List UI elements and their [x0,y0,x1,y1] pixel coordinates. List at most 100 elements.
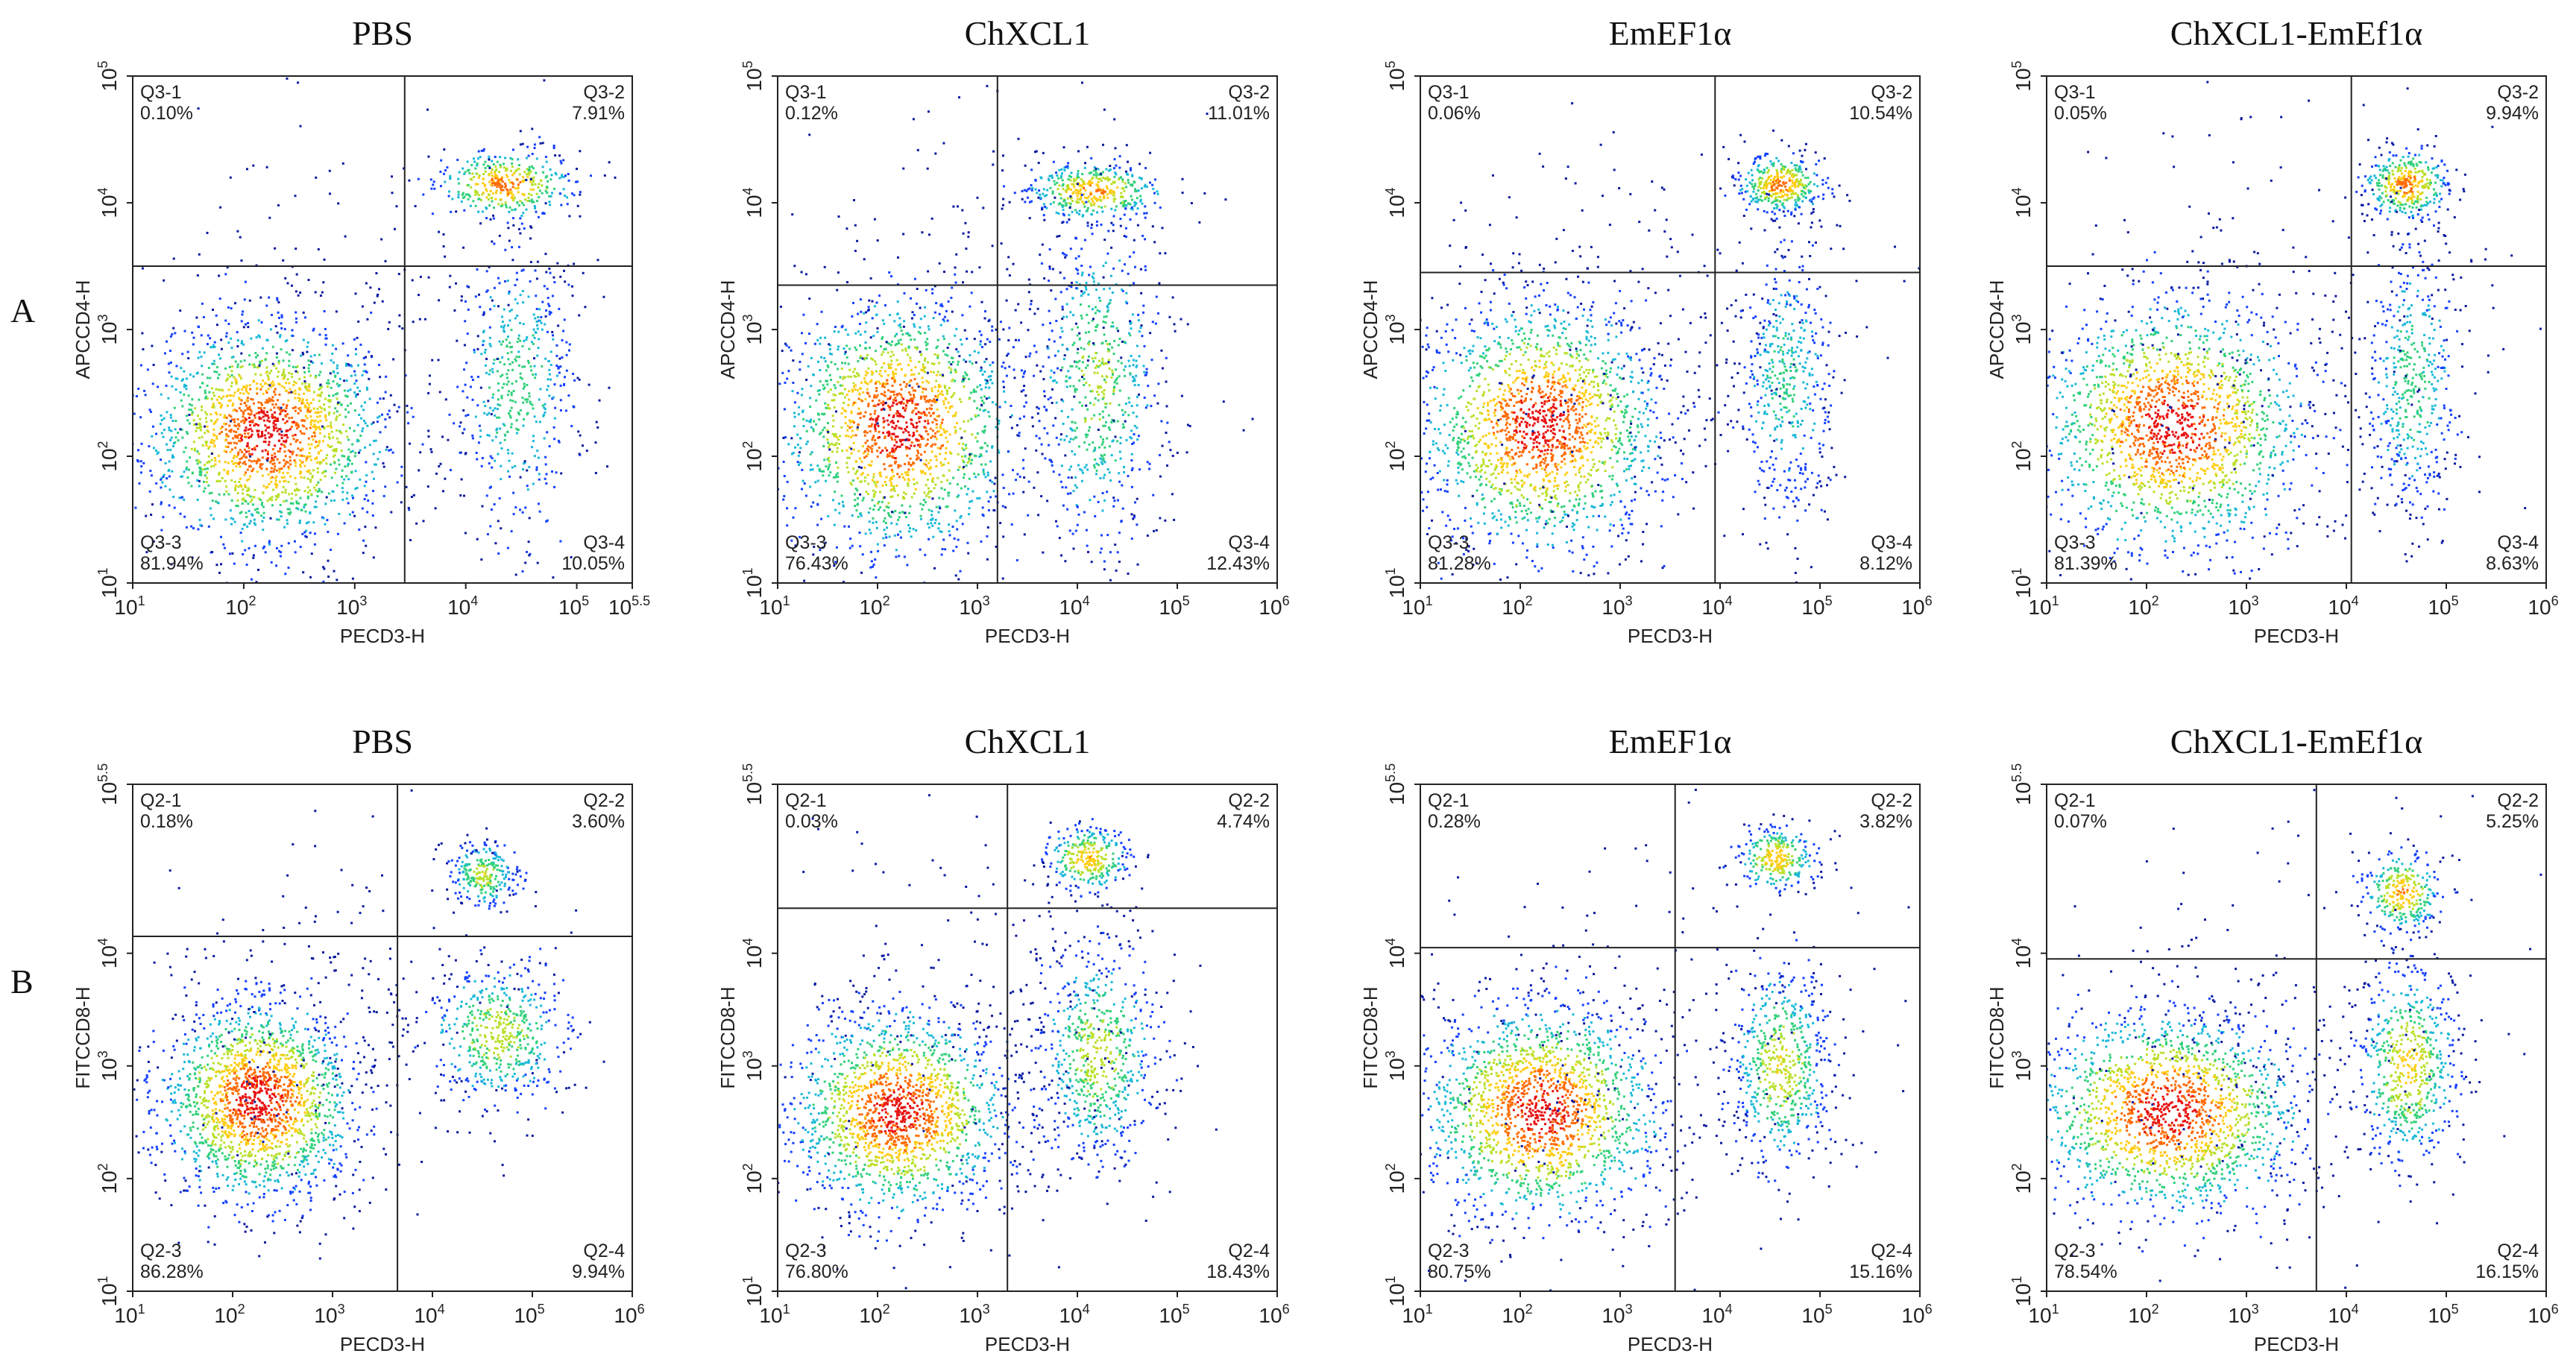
scatter-point [1104,190,1106,193]
scatter-point [499,156,502,159]
scatter-point [1066,197,1069,200]
scatter-point [318,406,321,409]
scatter-point [233,520,236,523]
scatter-point [792,382,795,384]
scatter-point [179,428,182,431]
scatter-point [249,423,252,426]
scatter-point [324,334,327,337]
scatter-point [535,210,538,213]
scatter-point [947,494,950,497]
scatter-point [522,323,525,326]
scatter-point [276,375,279,378]
scatter-point [473,176,475,178]
scatter-point [257,319,260,322]
scatter-point [925,444,928,447]
scatter-point [839,384,842,387]
scatter-point [234,447,237,450]
scatter-point [353,455,356,458]
scatter-point [296,371,299,374]
scatter-point [335,418,338,421]
scatter-point [239,449,242,452]
scatter-point [894,397,897,400]
scatter-point [948,534,951,537]
scatter-point [819,342,822,345]
scatter-point [839,376,842,379]
scatter-point [313,435,316,438]
scatter-point [995,426,998,429]
scatter-point [473,351,476,354]
scatter-point [271,457,274,459]
scatter-point [1066,188,1069,191]
scatter-point [1018,435,1021,438]
scatter-point [215,388,218,391]
scatter-point [212,362,215,365]
scatter-point [510,423,513,426]
scatter-point [391,192,394,195]
scatter-point [192,441,195,444]
scatter-point [500,325,503,328]
scatter-point [867,306,870,309]
scatter-point [460,200,463,203]
scatter-point [323,435,326,438]
scatter-point [359,435,362,437]
scatter-point [818,418,821,421]
scatter-point [327,382,330,385]
scatter-point [409,539,412,541]
scatter-point [262,392,265,395]
scatter-point [864,398,867,401]
scatter-point [893,534,896,537]
scatter-point [335,467,338,470]
scatter-point [921,412,924,415]
scatter-point [865,382,868,385]
scatter-point [528,200,531,202]
scatter-point [730,448,732,450]
scatter-point [985,382,988,385]
scatter-point [579,193,582,196]
scatter-point [333,361,335,364]
scatter-point [883,362,886,365]
scatter-point [942,538,945,541]
scatter-point [895,343,898,345]
scatter-point [900,343,903,346]
scatter-point [255,461,258,464]
scatter-point [1054,417,1057,420]
scatter-point [950,368,953,371]
scatter-point [234,487,237,489]
scatter-point [966,541,969,544]
scatter-point [330,499,333,502]
scatter-point [269,409,272,412]
scatter-point [984,463,987,466]
scatter-point [1112,200,1115,203]
scatter-point [346,395,349,398]
scatter-point [523,171,526,174]
scatter-point [538,502,540,505]
scatter-point [541,404,544,407]
scatter-point [871,499,874,502]
scatter-point [566,196,568,199]
scatter-point [476,458,479,461]
scatter-point [287,480,290,483]
scatter-point [508,210,511,213]
scatter-point [280,443,283,446]
scatter-point [378,288,380,291]
scatter-point [991,446,994,449]
scatter-point [183,470,186,473]
scatter-point [278,439,281,442]
scatter-point [511,345,513,348]
scatter-point [295,421,298,424]
scatter-point [303,406,306,409]
scatter-point [938,312,941,315]
scatter-point [868,346,871,349]
scatter-point [923,359,926,362]
scatter-point [937,383,940,386]
scatter-point [514,464,517,467]
scatter-point [931,480,934,483]
scatter-point [427,276,430,279]
scatter-point [248,354,251,357]
scatter-point [124,372,126,374]
scatter-point [377,416,380,419]
scatter-point [915,438,918,441]
scatter-point [827,441,830,444]
scatter-point [548,267,551,270]
scatter-point [1100,179,1103,182]
